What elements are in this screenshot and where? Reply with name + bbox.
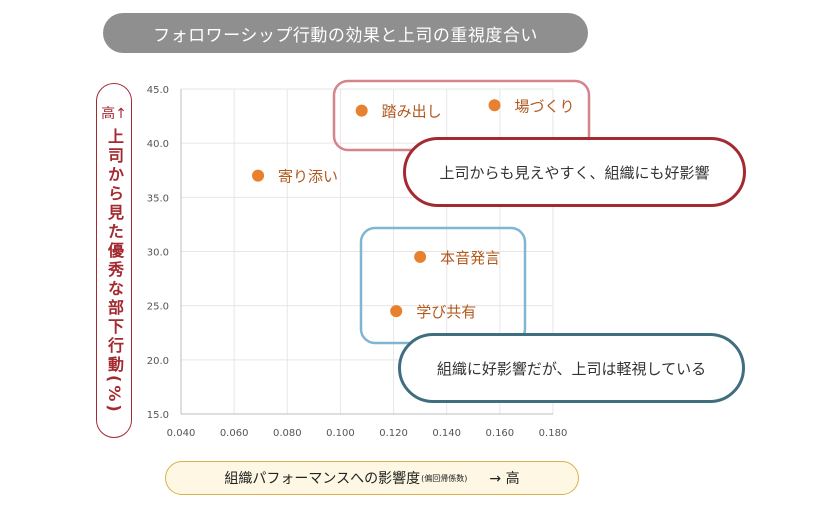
y-tick-label: 30.0 [147, 248, 169, 259]
x-tick-label: 0.160 [486, 428, 515, 439]
x-tick-label: 0.120 [379, 428, 408, 439]
x-axis-high-marker: → 高 [489, 471, 520, 487]
x-tick-label: 0.040 [167, 428, 196, 439]
x-tick-label: 0.060 [220, 428, 249, 439]
y-axis-label-text: 上司から見た優秀な部下行動(%) [105, 128, 124, 415]
x-tick-labels: 0.040 0.060 0.080 0.100 0.120 0.140 0.160 0.180 [167, 428, 568, 439]
axes [180, 89, 553, 415]
callout-bottom: 組織に好影響だが、上司は軽視している [398, 333, 745, 403]
y-tick-label: 35.0 [147, 193, 169, 204]
x-tick-label: 0.180 [539, 428, 568, 439]
point-label: 学び共有 [416, 303, 476, 321]
point-label: 場づくり [515, 97, 575, 115]
data-point [390, 305, 403, 318]
x-tick-label: 0.080 [273, 428, 302, 439]
x-axis-label: 組織パフォーマンスへの影響度 (偏回帰係数) → 高 [165, 461, 579, 495]
y-tick-label: 25.0 [147, 302, 169, 313]
y-tick-label: 45.0 [147, 85, 169, 96]
point-label: 本音発言 [440, 249, 500, 267]
data-point [488, 99, 501, 112]
callout-top: 上司からも見えやすく、組織にも好影響 [403, 137, 746, 207]
y-axis-high-marker: 高↑ [101, 106, 127, 123]
y-axis-label: 高↑ 上司から見た優秀な部下行動(%) [96, 83, 132, 438]
x-axis-label-note: (偏回帰係数) [421, 473, 468, 483]
y-tick-label: 20.0 [147, 356, 169, 367]
y-tick-label: 40.0 [147, 139, 169, 150]
x-tick-label: 0.140 [432, 428, 461, 439]
y-tick-label: 15.0 [147, 410, 169, 421]
data-point [252, 169, 265, 182]
data-point [414, 250, 427, 263]
y-tick-labels: 15.0 20.0 25.0 30.0 35.0 40.0 45.0 [147, 85, 169, 421]
point-label: 踏み出し [382, 103, 442, 121]
x-tick-label: 0.100 [326, 428, 355, 439]
point-label: 寄り添い [278, 168, 338, 186]
highlight-frame-bottom [359, 226, 527, 345]
x-axis-label-main: 組織パフォーマンスへの影響度 [224, 471, 421, 487]
data-point [355, 104, 368, 117]
chart-title: フォロワーシップ行動の効果と上司の重視度合い [103, 13, 588, 53]
